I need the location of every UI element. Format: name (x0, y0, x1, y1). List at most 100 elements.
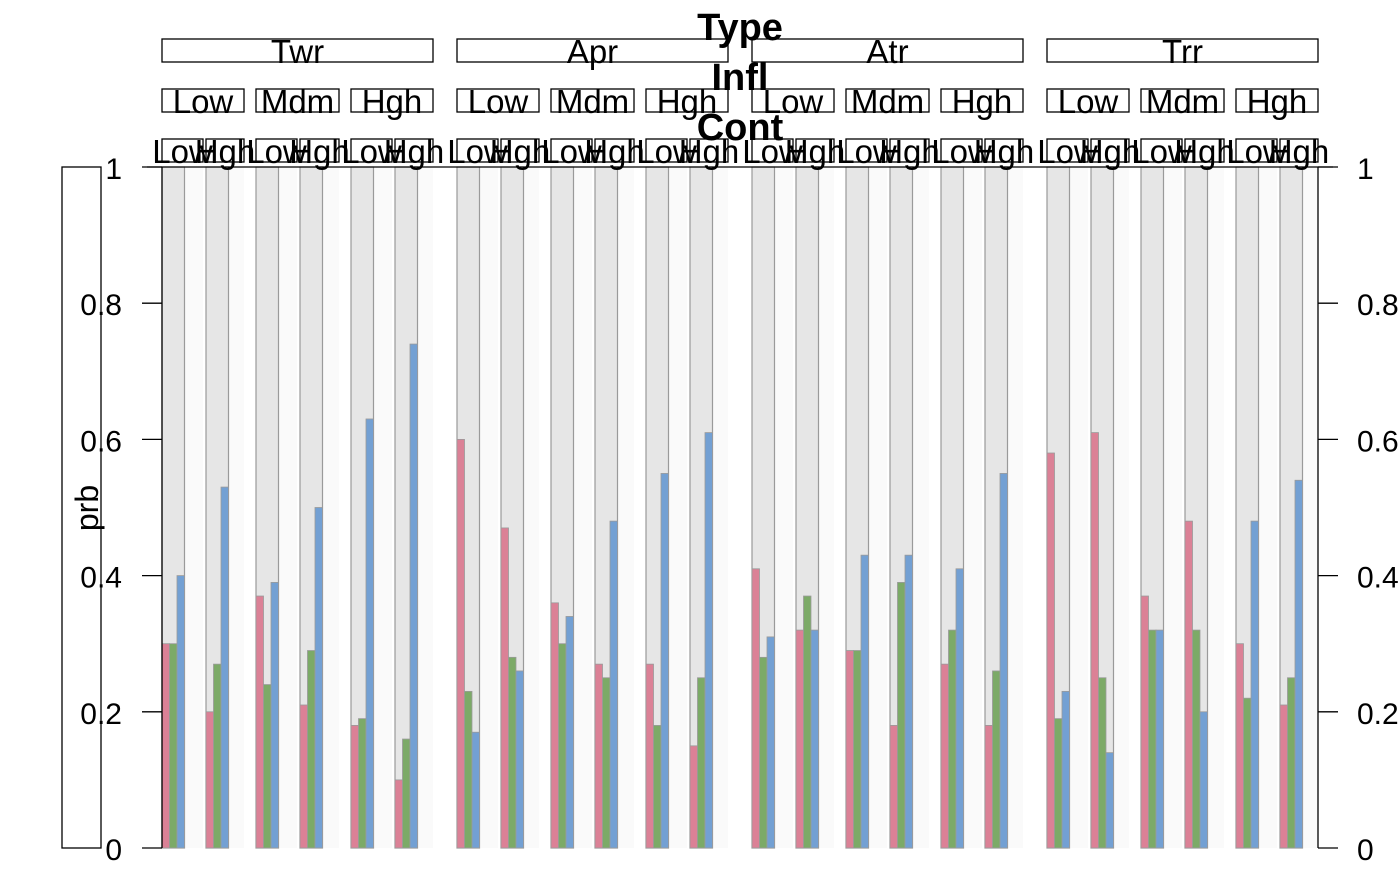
bar-apr-mdm-low-s1 (550, 602, 559, 849)
bar-twr-hgh-low-s3 (365, 418, 374, 849)
strip-cont-label: Hgh (785, 133, 846, 170)
strip-cont-label: Low (246, 133, 307, 170)
strip-cont-box (1140, 138, 1183, 163)
strip-cont-box (550, 138, 593, 163)
strip-infl-label: Low (173, 83, 234, 120)
strip-cont-box (689, 138, 729, 163)
strip-type-label: Apr (567, 33, 618, 70)
strip-infl-box (161, 88, 245, 113)
bar-atr-hgh-hgh-s1 (984, 725, 993, 849)
bar-atr-hgh-low-s2 (948, 629, 957, 849)
bar-twr-mdm-hgh-s2 (307, 650, 316, 849)
y-tick-label-left: 0 (105, 834, 122, 866)
bar-atr-hgh-hgh-s2 (992, 670, 1001, 849)
bar-trr-hgh-low-s2 (1243, 697, 1252, 849)
strip-cont-label: Hgh (1174, 133, 1235, 170)
y-tick-label-right: 0 (1357, 834, 1374, 866)
strip-cont-box (845, 138, 888, 163)
strip-cont-label: Hgh (584, 133, 645, 170)
y-tick-label-left: 1 (105, 153, 122, 186)
strip-cont-box (984, 138, 1024, 163)
bar-apr-mdm-low-s2 (558, 643, 567, 849)
strip-cont-box (940, 138, 983, 163)
strip-infl-box (1235, 88, 1319, 113)
strip-type-box (751, 38, 1024, 63)
bar-trr-hgh-hgh-s2 (1287, 677, 1296, 849)
bar-twr-low-hgh-s2 (213, 663, 222, 849)
bar-atr-mdm-low-s2 (853, 650, 862, 849)
y-axis-label: prb (69, 485, 105, 531)
bar-apr-low-hgh-s3 (515, 670, 524, 849)
strip-type-label: Twr (271, 33, 324, 70)
strip-cont-box (161, 138, 204, 163)
bar-twr-hgh-hgh-s3 (409, 343, 418, 849)
bar-apr-low-low-s3 (471, 731, 480, 849)
strip-cont-box (645, 138, 688, 163)
strip-cont-label: Low (1226, 133, 1287, 170)
bar-apr-mdm-hgh-s1 (594, 663, 603, 849)
strip-infl-label: Mdm (556, 83, 629, 120)
bar-apr-hgh-low-s2 (653, 725, 662, 849)
strip-cont-label: Low (836, 133, 897, 170)
strip-infl-box (940, 88, 1024, 113)
bar-atr-mdm-hgh-s2 (897, 582, 906, 849)
strip-cont-label: Hgh (1269, 133, 1330, 170)
bar-atr-mdm-low-s1 (845, 650, 854, 849)
strip-cont-label: Hgh (490, 133, 551, 170)
bar-atr-hgh-low-s3 (955, 568, 964, 849)
strip-cont-label: Low (742, 133, 803, 170)
strip-infl-box (550, 88, 635, 113)
strip-cont-label: Hgh (879, 133, 940, 170)
strip-infl-label: Low (763, 83, 824, 120)
bar-trr-mdm-hgh-s3 (1199, 711, 1208, 849)
strip-cont-label: Hgh (195, 133, 256, 170)
bar-apr-hgh-hgh-s2 (697, 677, 706, 849)
strip-cont-label: Low (447, 133, 508, 170)
bar-trr-mdm-low-s2 (1148, 629, 1157, 849)
strip-infl-label: Hgh (1247, 83, 1308, 120)
bar-atr-hgh-low-s1 (940, 663, 949, 849)
strip-infl-box (845, 88, 930, 113)
strip-cont-label: Hgh (974, 133, 1035, 170)
bar-trr-mdm-low-s1 (1140, 595, 1149, 849)
strip-cont-label: Low (1131, 133, 1192, 170)
strip-infl-box (1046, 88, 1130, 113)
strip-infl-label: Hgh (362, 83, 423, 120)
bar-twr-low-low-s1 (161, 643, 170, 849)
bar-atr-low-low-s1 (751, 568, 760, 849)
bar-twr-hgh-low-s1 (350, 725, 359, 849)
bar-trr-hgh-hgh-s3 (1294, 479, 1303, 849)
strip-cont-label: Low (341, 133, 402, 170)
facet-title-cont: Cont (697, 107, 784, 149)
strip-cont-box (795, 138, 835, 163)
strip-infl-label: Low (468, 83, 529, 120)
bar-twr-mdm-hgh-s1 (299, 704, 308, 849)
strip-type-label: Trr (1162, 33, 1203, 70)
bar-atr-low-hgh-s1 (795, 629, 804, 849)
bar-atr-low-hgh-s2 (803, 595, 812, 849)
bar-atr-low-low-s2 (759, 656, 768, 849)
bar-trr-low-hgh-s1 (1090, 432, 1099, 849)
bar-trr-low-low-s1 (1046, 452, 1055, 849)
strip-cont-label: Hgh (289, 133, 350, 170)
bar-atr-mdm-hgh-s1 (889, 725, 898, 849)
bar-apr-hgh-hgh-s1 (689, 745, 698, 849)
bar-apr-low-low-s1 (456, 438, 465, 849)
strip-infl-label: Hgh (657, 83, 718, 120)
strip-infl-label: Mdm (261, 83, 334, 120)
strip-cont-box (1046, 138, 1089, 163)
bar-apr-hgh-hgh-s3 (704, 432, 713, 849)
strip-cont-box (1090, 138, 1130, 163)
bar-twr-mdm-low-s1 (255, 595, 264, 849)
strip-cont-label: Low (1037, 133, 1098, 170)
bar-atr-low-low-s3 (766, 636, 775, 849)
strip-cont-box (394, 138, 434, 163)
bar-atr-mdm-low-s3 (860, 554, 869, 849)
bar-apr-low-hgh-s2 (508, 656, 517, 849)
y-tick-label-right: 0.2 (1357, 698, 1399, 731)
strip-infl-label: Mdm (851, 83, 924, 120)
bar-twr-low-hgh-s1 (205, 711, 214, 849)
bar-trr-low-low-s3 (1061, 690, 1070, 849)
